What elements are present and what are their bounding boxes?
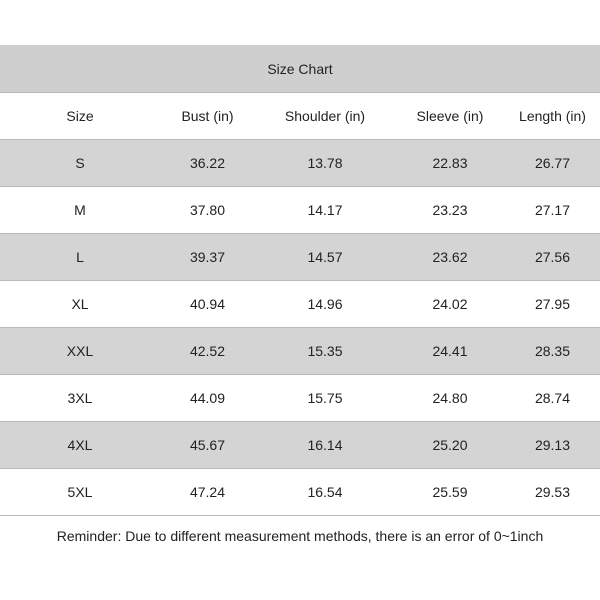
cell-sleeve: 23.62 bbox=[395, 233, 505, 281]
cell-bust: 36.22 bbox=[160, 139, 255, 187]
cell-sleeve: 22.83 bbox=[395, 139, 505, 187]
table-row: M 37.80 14.17 23.23 27.17 bbox=[0, 186, 600, 234]
cell-length: 29.13 bbox=[505, 421, 600, 469]
cell-length: 28.35 bbox=[505, 327, 600, 375]
cell-sleeve: 24.80 bbox=[395, 374, 505, 422]
cell-shoulder: 16.14 bbox=[255, 421, 395, 469]
cell-size: 4XL bbox=[0, 421, 160, 469]
table-row: 3XL 44.09 15.75 24.80 28.74 bbox=[0, 374, 600, 422]
table-row: XXL 42.52 15.35 24.41 28.35 bbox=[0, 327, 600, 375]
cell-shoulder: 16.54 bbox=[255, 468, 395, 516]
cell-length: 29.53 bbox=[505, 468, 600, 516]
cell-bust: 44.09 bbox=[160, 374, 255, 422]
cell-sleeve: 24.41 bbox=[395, 327, 505, 375]
cell-shoulder: 13.78 bbox=[255, 139, 395, 187]
cell-length: 27.17 bbox=[505, 186, 600, 234]
cell-bust: 40.94 bbox=[160, 280, 255, 328]
cell-length: 28.74 bbox=[505, 374, 600, 422]
cell-shoulder: 15.75 bbox=[255, 374, 395, 422]
table-row: 4XL 45.67 16.14 25.20 29.13 bbox=[0, 421, 600, 469]
header-row: Size Bust (in) Shoulder (in) Sleeve (in)… bbox=[0, 93, 600, 140]
cell-shoulder: 14.96 bbox=[255, 280, 395, 328]
header-size: Size bbox=[0, 93, 160, 140]
cell-size: XL bbox=[0, 280, 160, 328]
cell-sleeve: 25.59 bbox=[395, 468, 505, 516]
cell-size: M bbox=[0, 186, 160, 234]
cell-size: S bbox=[0, 139, 160, 187]
header-sleeve: Sleeve (in) bbox=[395, 93, 505, 140]
table-row: S 36.22 13.78 22.83 26.77 bbox=[0, 139, 600, 187]
cell-shoulder: 14.57 bbox=[255, 233, 395, 281]
cell-size: 5XL bbox=[0, 468, 160, 516]
table-row: L 39.37 14.57 23.62 27.56 bbox=[0, 233, 600, 281]
table-row: 5XL 47.24 16.54 25.59 29.53 bbox=[0, 468, 600, 516]
cell-shoulder: 15.35 bbox=[255, 327, 395, 375]
cell-bust: 47.24 bbox=[160, 468, 255, 516]
size-table: Size Bust (in) Shoulder (in) Sleeve (in)… bbox=[0, 93, 600, 516]
size-chart: Size Chart Size Bust (in) Shoulder (in) … bbox=[0, 45, 600, 516]
header-bust: Bust (in) bbox=[160, 93, 255, 140]
cell-sleeve: 23.23 bbox=[395, 186, 505, 234]
size-chart-title: Size Chart bbox=[0, 45, 600, 93]
header-length: Length (in) bbox=[505, 93, 600, 140]
cell-bust: 39.37 bbox=[160, 233, 255, 281]
header-shoulder: Shoulder (in) bbox=[255, 93, 395, 140]
cell-size: L bbox=[0, 233, 160, 281]
cell-size: 3XL bbox=[0, 374, 160, 422]
cell-length: 27.95 bbox=[505, 280, 600, 328]
reminder-note: Reminder: Due to different measurement m… bbox=[56, 528, 544, 544]
cell-size: XXL bbox=[0, 327, 160, 375]
cell-sleeve: 25.20 bbox=[395, 421, 505, 469]
cell-bust: 45.67 bbox=[160, 421, 255, 469]
cell-bust: 42.52 bbox=[160, 327, 255, 375]
table-row: XL 40.94 14.96 24.02 27.95 bbox=[0, 280, 600, 328]
cell-length: 27.56 bbox=[505, 233, 600, 281]
cell-shoulder: 14.17 bbox=[255, 186, 395, 234]
cell-length: 26.77 bbox=[505, 139, 600, 187]
cell-sleeve: 24.02 bbox=[395, 280, 505, 328]
cell-bust: 37.80 bbox=[160, 186, 255, 234]
